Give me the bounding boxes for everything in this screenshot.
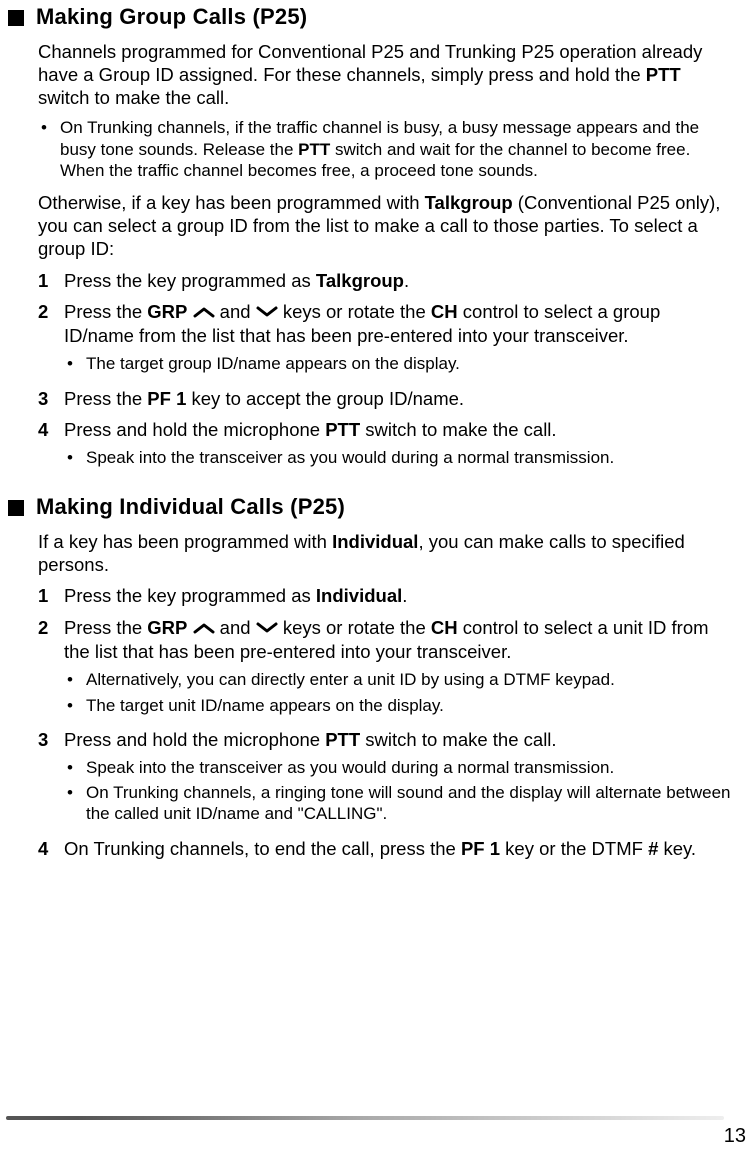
sub-bullets: •The target group ID/name appears on the… (64, 353, 734, 374)
intro-paragraph: If a key has been programmed with Indivi… (38, 530, 734, 576)
chevron-down-icon (256, 616, 278, 639)
intro-bullets: •On Trunking channels, if the traffic ch… (38, 117, 734, 181)
step-body: Press the GRP and keys or rotate the CH … (64, 300, 734, 379)
list-item: 4On Trunking channels, to end the call, … (38, 837, 734, 860)
bullet-item: •Speak into the transceiver as you would… (64, 447, 734, 468)
bullet-item: •The target unit ID/name appears on the … (64, 695, 734, 716)
bullet-text: Speak into the transceiver as you would … (86, 447, 614, 468)
list-item: 1Press the key programmed as Individual. (38, 584, 734, 607)
step-number: 4 (38, 418, 64, 472)
footer-rule (6, 1116, 724, 1120)
section: Making Individual Calls (P25) If a key ha… (8, 494, 734, 860)
step-number: 3 (38, 387, 64, 410)
bullet-text: Speak into the transceiver as you would … (86, 757, 614, 778)
manual-page: Making Group Calls (P25) Channels program… (0, 0, 754, 860)
bullet-dot-icon: • (64, 782, 86, 825)
square-bullet-icon (8, 500, 24, 516)
bullet-item: •On Trunking channels, a ringing tone wi… (64, 782, 734, 825)
bullet-item: •The target group ID/name appears on the… (64, 353, 734, 374)
bullet-item: •Alternatively, you can directly enter a… (64, 669, 734, 690)
sub-bullets: •Speak into the transceiver as you would… (64, 447, 734, 468)
sub-bullets: •Alternatively, you can directly enter a… (64, 669, 734, 716)
step-body: Press the key programmed as Individual. (64, 584, 734, 607)
step-number: 1 (38, 584, 64, 607)
ordered-list: 1Press the key programmed as Talkgroup.2… (38, 269, 734, 473)
bullet-text: On Trunking channels, a ringing tone wil… (86, 782, 734, 825)
section-title: Making Group Calls (P25) (36, 4, 307, 30)
chevron-up-icon (193, 616, 215, 639)
list-item: 1Press the key programmed as Talkgroup. (38, 269, 734, 292)
step-number: 2 (38, 300, 64, 379)
bullet-dot-icon: • (64, 757, 86, 778)
bullet-item: •Speak into the transceiver as you would… (64, 757, 734, 778)
bullet-item: •On Trunking channels, if the traffic ch… (38, 117, 734, 181)
step-body: Press and hold the microphone PTT switch… (64, 418, 734, 472)
bullet-dot-icon: • (64, 447, 86, 468)
chevron-up-icon (193, 300, 215, 323)
section-title: Making Individual Calls (P25) (36, 494, 345, 520)
step-body: Press and hold the microphone PTT switch… (64, 728, 734, 829)
step-body: On Trunking channels, to end the call, p… (64, 837, 734, 860)
step-number: 3 (38, 728, 64, 829)
step-body: Press the GRP and keys or rotate the CH … (64, 616, 734, 720)
section-body: If a key has been programmed with Indivi… (38, 530, 734, 860)
bullet-text: The target unit ID/name appears on the d… (86, 695, 444, 716)
bullet-dot-icon: • (38, 117, 60, 181)
square-bullet-icon (8, 10, 24, 26)
mid-paragraph: Otherwise, if a key has been programmed … (38, 191, 734, 260)
intro-paragraph: Channels programmed for Conventional P25… (38, 40, 734, 109)
bullet-dot-icon: • (64, 669, 86, 690)
list-item: 3Press and hold the microphone PTT switc… (38, 728, 734, 829)
section-header: Making Individual Calls (P25) (8, 494, 734, 520)
ordered-list: 1Press the key programmed as Individual.… (38, 584, 734, 859)
bullet-text: On Trunking channels, if the traffic cha… (60, 117, 734, 181)
step-number: 2 (38, 616, 64, 720)
section-body: Channels programmed for Conventional P25… (38, 40, 734, 472)
sub-bullets: •Speak into the transceiver as you would… (64, 757, 734, 825)
section-header: Making Group Calls (P25) (8, 4, 734, 30)
list-item: 4Press and hold the microphone PTT switc… (38, 418, 734, 472)
list-item: 2Press the GRP and keys or rotate the CH… (38, 300, 734, 379)
page-number: 13 (724, 1125, 746, 1148)
list-item: 2Press the GRP and keys or rotate the CH… (38, 616, 734, 720)
section: Making Group Calls (P25) Channels program… (8, 4, 734, 472)
bullet-dot-icon: • (64, 353, 86, 374)
list-item: 3Press the PF 1 key to accept the group … (38, 387, 734, 410)
step-body: Press the PF 1 key to accept the group I… (64, 387, 734, 410)
chevron-down-icon (256, 300, 278, 323)
bullet-text: Alternatively, you can directly enter a … (86, 669, 615, 690)
step-number: 4 (38, 837, 64, 860)
step-body: Press the key programmed as Talkgroup. (64, 269, 734, 292)
bullet-dot-icon: • (64, 695, 86, 716)
step-number: 1 (38, 269, 64, 292)
bullet-text: The target group ID/name appears on the … (86, 353, 460, 374)
